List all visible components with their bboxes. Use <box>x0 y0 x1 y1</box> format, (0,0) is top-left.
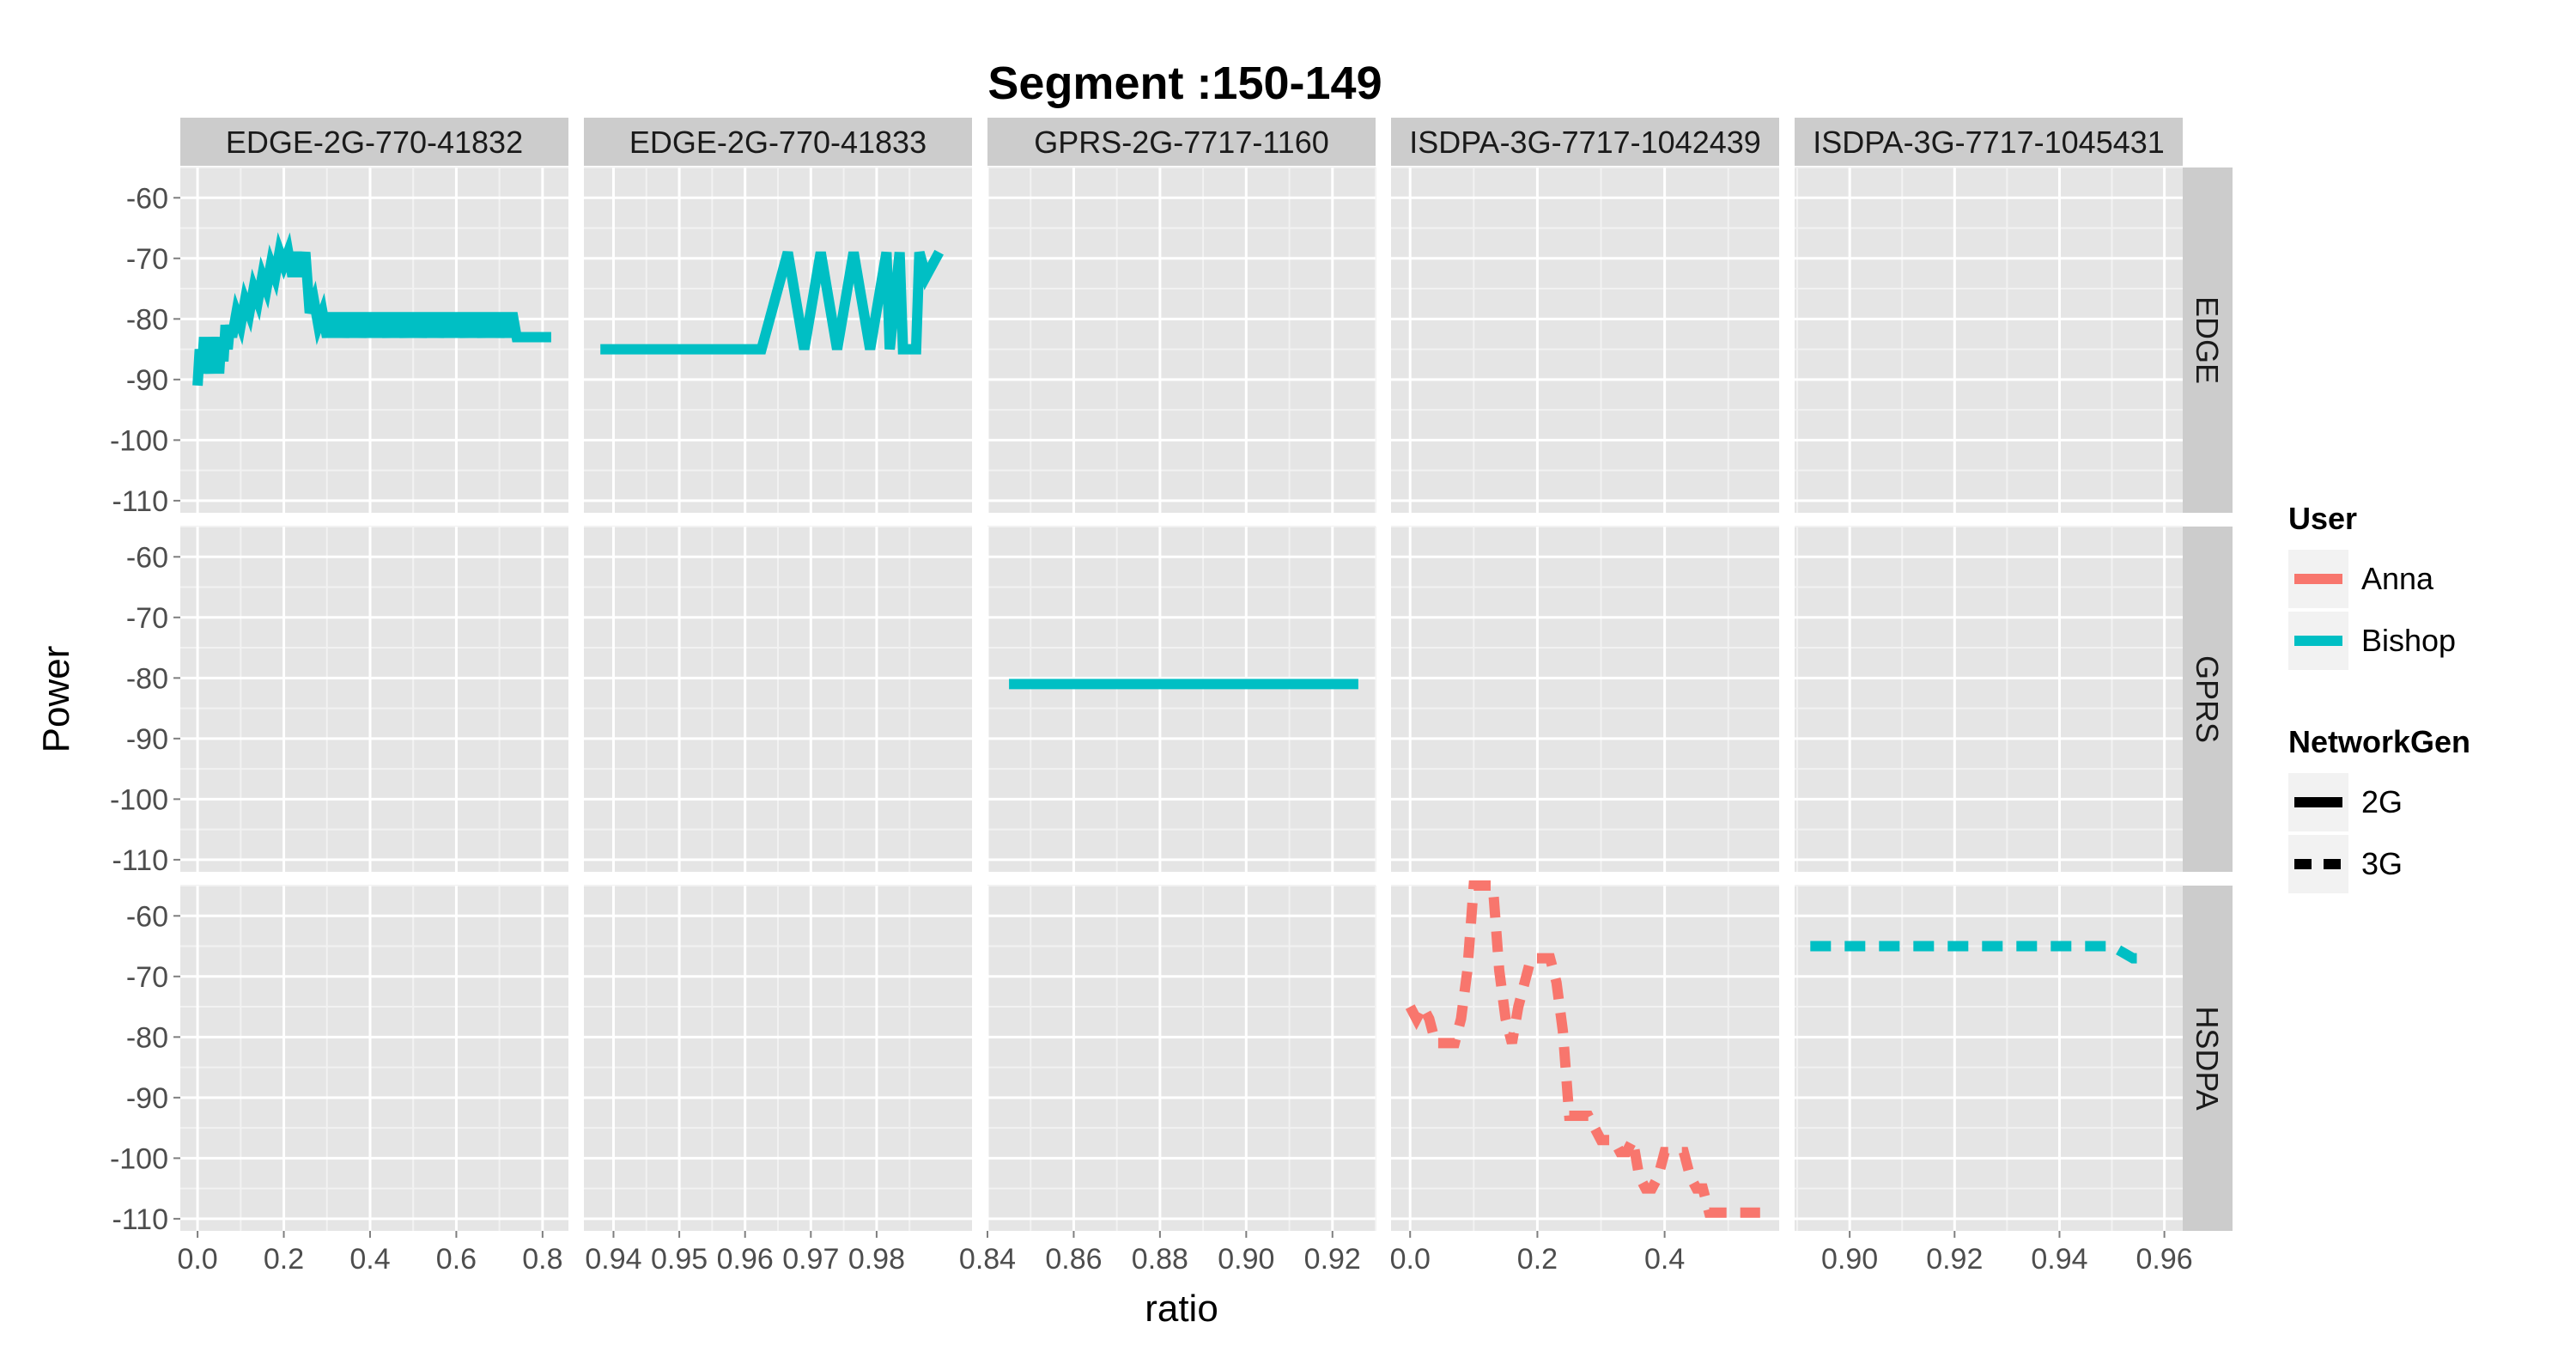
row-strip: HSDPA <box>2183 886 2233 1231</box>
x-tick-label: 0.86 <box>1045 1243 1102 1276</box>
column-strip: ISDPA-3G-7717-1042439 <box>1391 118 1779 166</box>
axis-ticks: -60 -70 -80 -90 -100 -110 -60 -70 -80 -90 -100 -110… <box>110 182 2193 1276</box>
legend-item-2g: 2G <box>2288 773 2403 831</box>
y-axis-title: Power <box>35 646 77 753</box>
y-tick-label: -100 <box>110 783 168 816</box>
column-strip-label: ISDPA-3G-7717-1045431 <box>1813 125 2165 160</box>
y-tick-label: -90 <box>126 364 168 397</box>
row-strip: GPRS <box>2183 527 2233 872</box>
y-tick-label: -100 <box>110 424 168 457</box>
row-strip-label: HSDPA <box>2190 1006 2225 1110</box>
y-tick-label: -60 <box>126 541 168 574</box>
legend-label: 2G <box>2361 784 2403 819</box>
series-line-anna-3g <box>1405 880 1760 1218</box>
x-tick-label: 0.98 <box>848 1243 905 1276</box>
x-tick-label: 0.4 <box>349 1243 390 1276</box>
y-tick-label: -80 <box>126 1021 168 1054</box>
legend-label: Anna <box>2361 561 2434 596</box>
facet-panel <box>986 885 1376 1231</box>
row-strip: EDGE <box>2183 167 2233 513</box>
x-tick-label: 0.94 <box>2031 1243 2087 1276</box>
x-tick-label: 0.2 <box>1517 1243 1558 1276</box>
x-tick-label: 0.90 <box>1821 1243 1878 1276</box>
column-strip-label: EDGE-2G-770-41833 <box>629 125 927 160</box>
legend-user-title: User <box>2288 501 2357 536</box>
x-tick-label: 0.90 <box>1218 1243 1274 1276</box>
facet-panel <box>1795 167 2183 513</box>
y-tick-label: -110 <box>112 485 168 518</box>
column-strip-label: ISDPA-3G-7717-1042439 <box>1409 125 1761 160</box>
x-tick-label: 0.6 <box>436 1243 477 1276</box>
x-tick-label: 0.95 <box>651 1243 708 1276</box>
x-tick-label: 0.92 <box>1304 1243 1361 1276</box>
facet-panel <box>584 885 972 1231</box>
y-tick-label: -80 <box>126 303 168 336</box>
facet-panel <box>986 526 1376 872</box>
x-tick-label: 0.84 <box>959 1243 1016 1276</box>
facet-panel <box>1795 526 2183 872</box>
legend-item-bishop: Bishop <box>2288 612 2456 670</box>
facet-panel <box>180 167 568 513</box>
column-strip: GPRS-2G-7717-1160 <box>987 118 1376 166</box>
x-tick-label: 0.2 <box>264 1243 304 1276</box>
x-tick-label: 0.97 <box>782 1243 839 1276</box>
row-strip-label: EDGE <box>2190 296 2225 384</box>
column-strip: EDGE-2G-770-41833 <box>584 118 972 166</box>
column-strip: EDGE-2G-770-41832 <box>180 118 568 166</box>
x-tick-label: 0.8 <box>522 1243 562 1276</box>
panels <box>180 167 2183 1231</box>
facet-panel <box>1391 167 1779 513</box>
series <box>192 232 2144 1218</box>
facet-panel <box>1795 885 2183 1231</box>
facet-panel <box>1391 526 1779 872</box>
y-tick-label: -70 <box>126 243 168 276</box>
y-tick-label: -60 <box>126 900 168 933</box>
y-tick-label: -110 <box>112 1203 168 1236</box>
x-tick-label: 0.0 <box>177 1243 217 1276</box>
series-line-bishop-3g <box>1810 941 2144 964</box>
chart-title: Segment :150-149 <box>987 58 1382 109</box>
column-strip: ISDPA-3G-7717-1045431 <box>1795 118 2183 166</box>
row-strip-label: GPRS <box>2190 655 2225 743</box>
y-tick-label: -90 <box>126 723 168 756</box>
x-axis-title: ratio <box>1145 1288 1218 1330</box>
facet-panel <box>180 526 568 872</box>
series-line-bishop-2g <box>600 249 944 355</box>
legend-item-3g: 3G <box>2288 835 2403 893</box>
facet-panel <box>1391 885 1779 1231</box>
legend-label: 3G <box>2361 846 2403 881</box>
legend-item-anna: Anna <box>2288 550 2434 608</box>
y-tick-label: -70 <box>126 602 168 635</box>
y-tick-label: -70 <box>126 961 168 994</box>
facet-panel <box>986 167 1376 513</box>
y-tick-label: -80 <box>126 662 168 695</box>
facet-panel <box>180 885 568 1231</box>
x-tick-label: 0.0 <box>1390 1243 1431 1276</box>
legend-networkgen-title: NetworkGen <box>2288 724 2470 759</box>
y-tick-label: -110 <box>112 844 168 877</box>
facet-panel <box>584 526 972 872</box>
x-tick-label: 0.96 <box>2136 1243 2193 1276</box>
series-line-bishop-2g <box>192 232 551 387</box>
y-tick-label: -60 <box>126 182 168 215</box>
facet-strips: EDGE-2G-770-41832 EDGE-2G-770-41833 GPRS… <box>180 118 2233 1231</box>
y-tick-label: -100 <box>110 1142 168 1175</box>
y-tick-label: -90 <box>126 1082 168 1115</box>
x-tick-label: 0.94 <box>585 1243 641 1276</box>
column-strip-label: GPRS-2G-7717-1160 <box>1034 125 1329 160</box>
x-tick-label: 0.92 <box>1926 1243 1983 1276</box>
legend-label: Bishop <box>2361 623 2456 658</box>
legend: User Anna Bishop NetworkGen 2G 3G <box>2288 501 2470 893</box>
x-tick-label: 0.88 <box>1132 1243 1188 1276</box>
x-tick-label: 0.4 <box>1644 1243 1685 1276</box>
column-strip-label: EDGE-2G-770-41832 <box>226 125 523 160</box>
x-tick-label: 0.96 <box>717 1243 774 1276</box>
